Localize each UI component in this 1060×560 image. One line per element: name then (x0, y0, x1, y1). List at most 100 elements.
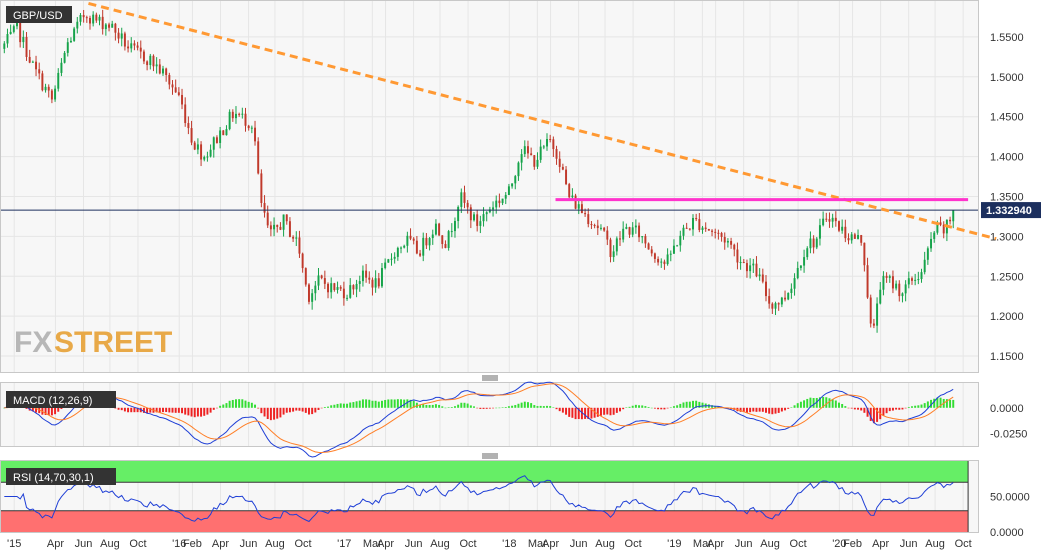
price-y-tick: 1.1500 (990, 351, 1024, 363)
rsi-oversold-zone (1, 510, 969, 532)
macd-histogram-bar (209, 407, 212, 413)
macd-histogram-bar (171, 407, 174, 413)
macd-histogram-bar (441, 406, 444, 408)
macd-histogram-bar (787, 407, 790, 409)
macd-histogram-bar (333, 404, 336, 408)
candle (853, 232, 856, 239)
macd-y-tick: -0.0250 (990, 429, 1027, 441)
candle (323, 270, 326, 290)
macd-histogram-bar (35, 407, 38, 413)
candle (926, 246, 929, 265)
candle (463, 185, 466, 209)
macd-histogram-bar (771, 407, 774, 415)
candle (425, 233, 428, 249)
macd-histogram-bar (162, 407, 164, 413)
macd-histogram-bar (653, 407, 656, 409)
macd-histogram-bar (206, 407, 209, 415)
macd-histogram-bar (390, 399, 393, 408)
candle (387, 258, 390, 263)
macd-histogram-bar (450, 407, 453, 408)
macd-histogram-bar (307, 407, 310, 415)
candle (441, 235, 444, 249)
macd-histogram-bar (701, 402, 704, 408)
candle (307, 283, 310, 305)
macd-histogram-bar (539, 405, 542, 408)
candle (498, 193, 501, 208)
candle (257, 137, 260, 175)
candle (127, 40, 130, 53)
x-tick-label: '15 (7, 538, 21, 550)
macd-histogram-bar (323, 406, 326, 408)
macd-histogram-bar (330, 405, 333, 408)
macd-histogram-bar (739, 407, 742, 412)
y-axis-ticks: 1.5500 1.5000 1.4500 1.4000 1.3500 1.3000 1.25… (990, 32, 1030, 539)
candle (38, 62, 41, 80)
candle (666, 248, 669, 266)
macd-histogram-bar (898, 407, 901, 410)
macd-histogram-bar (288, 407, 291, 413)
macd-histogram-bar (434, 404, 437, 408)
candle (730, 237, 733, 249)
candle (16, 21, 18, 30)
candle (682, 224, 685, 240)
macd-histogram-bar (460, 402, 463, 408)
candle (212, 136, 215, 158)
candle (590, 221, 593, 230)
pane-resize-handle-macd[interactable] (482, 375, 498, 381)
candle (314, 280, 317, 301)
candle (577, 199, 580, 215)
x-tick-label: Aug (595, 538, 615, 550)
macd-histogram-bar (799, 401, 802, 408)
candle (444, 240, 447, 249)
macd-histogram-bar (38, 407, 41, 414)
macd-histogram-bar (926, 401, 929, 408)
candle (422, 232, 425, 262)
macd-histogram-bar (507, 406, 510, 408)
candle (162, 65, 164, 76)
candle (269, 221, 272, 237)
candle (688, 228, 691, 231)
macd-histogram-bar (304, 407, 307, 413)
candle (390, 253, 393, 266)
candle (396, 246, 399, 261)
macd-histogram-bar (317, 407, 320, 410)
x-tick-label: '20 (832, 538, 846, 550)
candle (806, 246, 809, 260)
x-tick-label: Mar (528, 538, 547, 550)
macd-histogram-bar (368, 399, 371, 408)
candle (368, 271, 371, 284)
candle (336, 281, 339, 294)
x-tick-label: '16 (172, 538, 186, 550)
candle (479, 215, 482, 234)
candle (400, 246, 403, 254)
candle (225, 125, 228, 136)
macd-histogram-bar (822, 396, 825, 408)
x-tick-label: Feb (843, 538, 862, 550)
candle (355, 279, 358, 298)
macd-histogram-bar (895, 407, 898, 410)
watermark: FX STREET (14, 326, 172, 359)
candle (587, 208, 590, 228)
macd-histogram-bar (615, 407, 618, 413)
candle (346, 294, 349, 301)
candle (133, 40, 136, 51)
macd-histogram-bar (676, 405, 679, 408)
candle (365, 263, 368, 283)
candle (825, 212, 828, 222)
macd-histogram-bar (371, 400, 374, 408)
macd-histogram-bar (393, 399, 396, 408)
macd-histogram-bar (945, 399, 948, 408)
candle (650, 246, 653, 257)
macd-histogram-bar (238, 399, 241, 408)
x-tick-label: Jun (405, 538, 423, 550)
candle (168, 72, 171, 90)
macd-histogram-bar (901, 407, 904, 410)
macd-histogram-bar (495, 407, 498, 409)
macd-histogram-bar (422, 404, 425, 408)
pane-resize-handle-rsi[interactable] (482, 453, 498, 459)
candle (669, 250, 672, 262)
candle (431, 229, 434, 245)
x-tick-label: Aug (430, 538, 450, 550)
macd-histogram-bar (809, 397, 812, 408)
candle (609, 237, 612, 263)
